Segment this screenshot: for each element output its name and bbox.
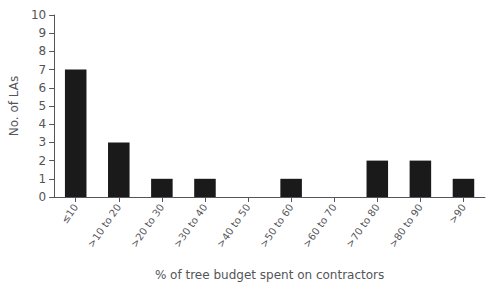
svg-text:>60 to 70: >60 to 70 xyxy=(301,202,339,249)
svg-text:>10 to 20: >10 to 20 xyxy=(85,202,123,249)
svg-text:No. of LAs: No. of LAs xyxy=(7,76,21,137)
svg-text:>90: >90 xyxy=(447,202,468,226)
svg-text:4: 4 xyxy=(39,117,47,131)
svg-text:2: 2 xyxy=(39,154,47,168)
svg-text:5: 5 xyxy=(39,99,47,113)
svg-text:9: 9 xyxy=(39,26,47,40)
svg-text:>20 to 30: >20 to 30 xyxy=(129,202,167,249)
svg-text:10: 10 xyxy=(31,8,46,22)
svg-text:8: 8 xyxy=(39,44,47,58)
svg-text:% of tree budget spent on cont: % of tree budget spent on contractors xyxy=(155,268,384,282)
svg-text:>30 to 40: >30 to 40 xyxy=(172,202,210,249)
svg-text:≤10: ≤10 xyxy=(59,202,80,226)
svg-text:>70 to 80: >70 to 80 xyxy=(344,202,382,249)
svg-text:7: 7 xyxy=(39,63,47,77)
svg-text:6: 6 xyxy=(39,81,47,95)
svg-text:>80 to 90: >80 to 90 xyxy=(387,202,425,249)
svg-text:0: 0 xyxy=(39,190,47,204)
svg-text:3: 3 xyxy=(39,135,47,149)
svg-text:>40 to 50: >40 to 50 xyxy=(215,202,253,249)
svg-text:>50 to 60: >50 to 60 xyxy=(258,202,296,249)
svg-text:1: 1 xyxy=(39,172,47,186)
